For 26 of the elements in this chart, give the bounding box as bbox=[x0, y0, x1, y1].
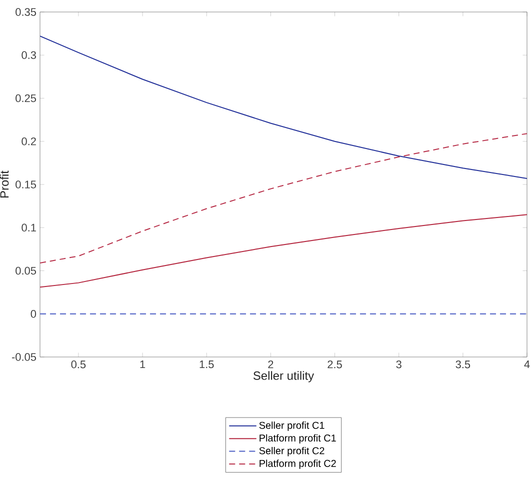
x-tick-label: 0.5 bbox=[71, 360, 86, 368]
y-tick-label: 0.1 bbox=[22, 224, 36, 232]
y-tick-label: 0 bbox=[30, 310, 36, 318]
x-axis-title: Seller utility bbox=[253, 371, 314, 382]
line-series bbox=[40, 214, 528, 288]
x-tick-label: 1 bbox=[140, 360, 146, 368]
y-tick-label: -0.05 bbox=[12, 353, 36, 361]
line-series bbox=[40, 36, 528, 179]
y-tick-label: 0.05 bbox=[16, 266, 36, 275]
y-tick-label: 0.2 bbox=[22, 138, 36, 146]
x-tick-label: 3.5 bbox=[456, 360, 470, 368]
x-tick-label: 2.5 bbox=[328, 360, 342, 368]
y-tick-label: 0.25 bbox=[16, 94, 36, 102]
x-tick-label: 3 bbox=[396, 360, 402, 368]
x-tick-label: 2 bbox=[268, 360, 274, 368]
legend-label: Platform profit C2 bbox=[260, 460, 336, 469]
line-series bbox=[40, 133, 528, 264]
y-tick-label: 0.15 bbox=[16, 180, 36, 188]
legend-label: Platform profit C1 bbox=[260, 434, 336, 444]
x-tick-label: 4 bbox=[524, 360, 530, 368]
y-tick-label: 0.35 bbox=[16, 8, 36, 16]
y-tick-label: 0.3 bbox=[22, 51, 36, 59]
legend-label: Seller profit C2 bbox=[259, 446, 324, 456]
x-tick-label: 1.5 bbox=[200, 360, 214, 368]
legend-label: Seller profit C1 bbox=[259, 422, 324, 431]
y-axis-title: Profit bbox=[0, 170, 9, 198]
